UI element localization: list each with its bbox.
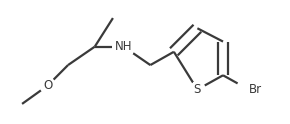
Text: O: O bbox=[43, 79, 52, 92]
Text: Br: Br bbox=[249, 83, 262, 96]
Text: NH: NH bbox=[115, 40, 132, 53]
Text: S: S bbox=[194, 83, 201, 96]
